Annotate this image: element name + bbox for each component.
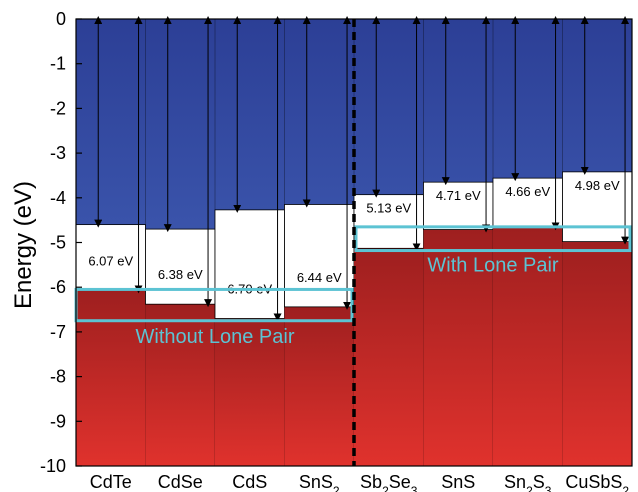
with-lone-pair-box bbox=[354, 225, 632, 253]
y-tick-label: 0 bbox=[56, 9, 66, 29]
y-tick-label: -8 bbox=[50, 367, 66, 387]
x-axis: CdTe CdSe CdS SnS2 Sb2Se3 SnS Sn2S3 CuSbS2 bbox=[90, 472, 630, 492]
x-tick-label: CdS bbox=[232, 472, 267, 492]
with-lone-pair-label: With Lone Pair bbox=[427, 255, 559, 277]
bandgap-label: 4.71 eV bbox=[436, 188, 481, 203]
without-lone-pair-label: Without Lone Pair bbox=[136, 326, 295, 348]
valence-bar bbox=[76, 290, 146, 466]
y-tick-label: -5 bbox=[50, 233, 66, 253]
x-tick-label: CuSbS2 bbox=[565, 472, 629, 492]
y-tick-label: -6 bbox=[50, 277, 66, 297]
x-tick-label: Sn2S3 bbox=[504, 472, 552, 492]
valence-bar bbox=[215, 318, 285, 466]
valence-bar bbox=[493, 227, 563, 466]
bandgap-box bbox=[145, 228, 216, 305]
bandgap-box bbox=[214, 209, 285, 319]
valence-bar bbox=[145, 304, 215, 466]
y-tick-label: -2 bbox=[50, 98, 66, 118]
y-tick-label: -4 bbox=[50, 188, 66, 208]
x-tick-label: CdSe bbox=[158, 472, 203, 492]
plot-area: 6.07 eV6.38 eV6.70 eV6.44 eV5.13 eV4.71 … bbox=[74, 16, 633, 467]
valence-bar bbox=[284, 306, 354, 466]
x-tick-label: Sb2Se3 bbox=[360, 472, 418, 492]
bandgap-label: 6.38 eV bbox=[158, 267, 203, 282]
bandgap-label: 6.07 eV bbox=[88, 253, 133, 268]
y-tick-label: -3 bbox=[50, 143, 66, 163]
bandgap-label: 4.98 eV bbox=[575, 178, 620, 193]
y-tick-label: -1 bbox=[50, 54, 66, 74]
x-tick-label: SnS bbox=[441, 472, 475, 492]
valence-bar bbox=[423, 229, 493, 466]
y-tick-label: -7 bbox=[50, 322, 66, 342]
y-axis: 0 -1 -2 -3 -4 -5 -6 -7 -8 -9 -10 bbox=[40, 9, 82, 476]
bandgap-label: 4.66 eV bbox=[505, 184, 550, 199]
y-tick-label: -10 bbox=[40, 456, 66, 476]
bandgap-box bbox=[562, 171, 633, 243]
y-axis-title: Energy (eV) bbox=[10, 181, 37, 309]
x-tick-label: SnS2 bbox=[299, 472, 340, 492]
bandgap-label: 5.13 eV bbox=[366, 201, 411, 216]
bandgap-box bbox=[284, 204, 355, 308]
bandgap-box bbox=[353, 194, 424, 249]
y-tick-label: -9 bbox=[50, 411, 66, 431]
valence-bar bbox=[562, 241, 632, 466]
valence-bar bbox=[354, 248, 424, 466]
bandgap-label: 6.44 eV bbox=[297, 270, 342, 285]
x-tick-label: CdTe bbox=[90, 472, 132, 492]
